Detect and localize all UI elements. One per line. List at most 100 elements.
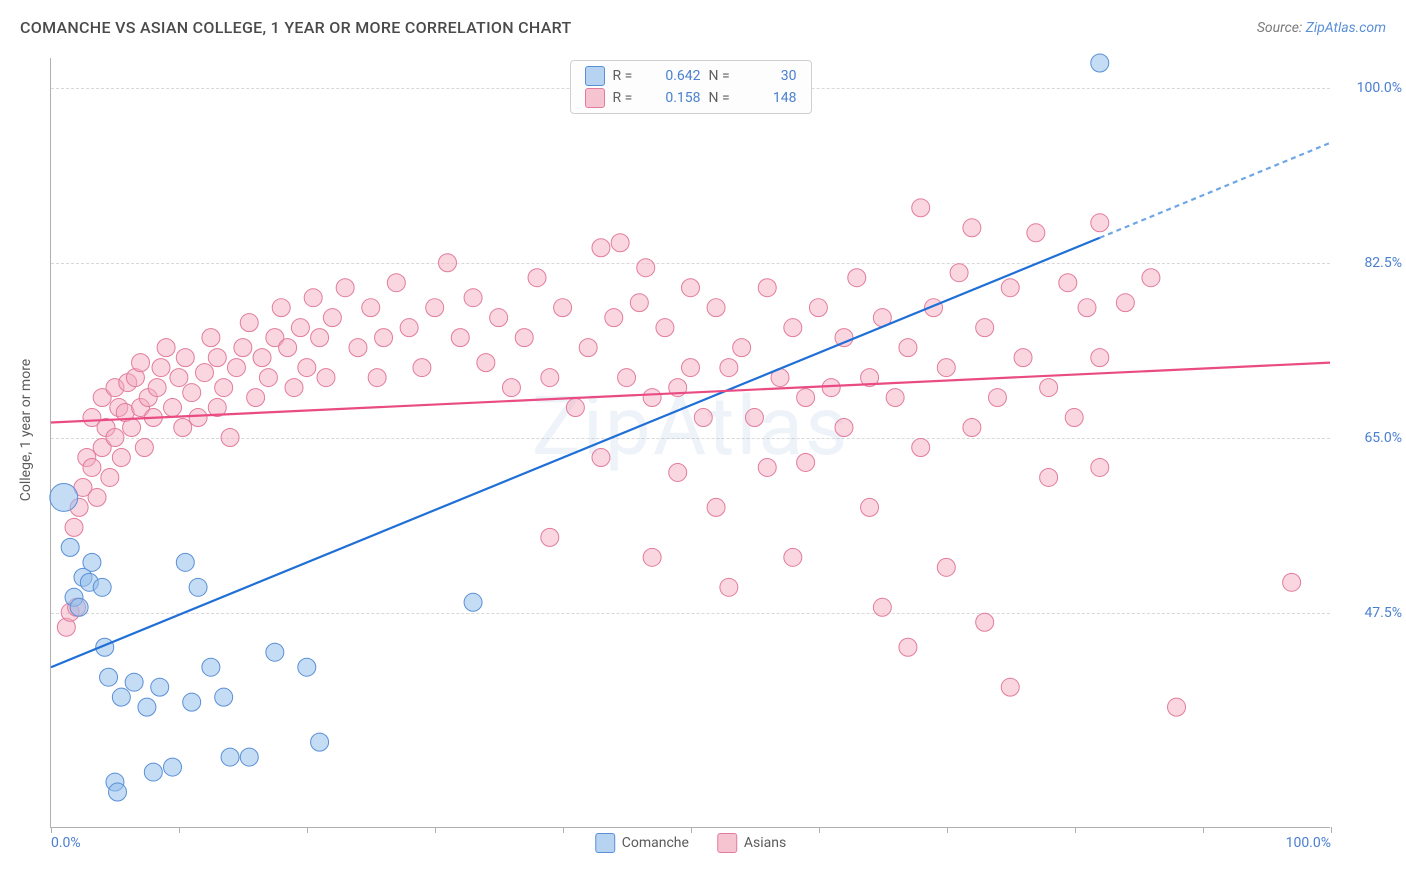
data-point	[861, 498, 879, 516]
data-point	[669, 463, 687, 481]
x-tick	[1331, 827, 1332, 833]
data-point	[656, 319, 674, 337]
data-point	[1065, 409, 1083, 427]
legend-item[interactable]: Comanche	[595, 833, 689, 853]
data-point	[886, 389, 904, 407]
x-tick-label: 0.0%	[51, 835, 81, 851]
data-point	[272, 299, 290, 317]
data-point	[611, 234, 629, 252]
data-point	[797, 389, 815, 407]
data-point	[1091, 458, 1109, 476]
data-point	[202, 658, 220, 676]
data-point	[368, 369, 386, 387]
data-point	[88, 488, 106, 506]
data-point	[349, 339, 367, 357]
data-point	[1001, 279, 1019, 297]
data-point	[189, 409, 207, 427]
data-point	[963, 219, 981, 237]
data-point	[176, 553, 194, 571]
legend-label: Comanche	[622, 835, 689, 851]
data-point	[630, 294, 648, 312]
data-point	[279, 339, 297, 357]
data-point	[976, 319, 994, 337]
data-point	[65, 518, 83, 536]
correlation-legend: R =0.642N =30R =0.158N =148	[570, 60, 812, 114]
data-point	[515, 329, 533, 347]
data-point	[1027, 224, 1045, 242]
data-point	[387, 274, 405, 292]
source-link[interactable]: ZipAtlas.com	[1306, 20, 1386, 36]
data-point	[317, 369, 335, 387]
data-point	[125, 673, 143, 691]
x-tick	[179, 827, 180, 833]
trend-line-extrapolated	[1100, 143, 1330, 238]
legend-swatch	[595, 833, 615, 853]
data-point	[797, 453, 815, 471]
data-point	[170, 369, 188, 387]
data-point	[784, 548, 802, 566]
data-point	[132, 354, 150, 372]
x-tick	[563, 827, 564, 833]
chart-header: COMANCHE VS ASIAN COLLEGE, 1 YEAR OR MOR…	[20, 18, 1386, 37]
data-point	[899, 638, 917, 656]
data-point	[541, 369, 559, 387]
data-point	[50, 483, 78, 511]
data-point	[579, 339, 597, 357]
data-point	[189, 578, 207, 596]
scatter-plot-svg	[51, 58, 1330, 827]
data-point	[100, 668, 118, 686]
data-point	[618, 369, 636, 387]
data-point	[643, 389, 661, 407]
data-point	[1014, 349, 1032, 367]
x-tick-label: 100.0%	[1286, 835, 1331, 851]
data-point	[912, 199, 930, 217]
data-point	[174, 419, 192, 437]
data-point	[157, 339, 175, 357]
data-point	[1168, 698, 1186, 716]
legend-item[interactable]: Asians	[717, 833, 786, 853]
data-point	[637, 259, 655, 277]
x-tick	[1203, 827, 1204, 833]
data-point	[151, 678, 169, 696]
data-point	[311, 329, 329, 347]
data-point	[83, 553, 101, 571]
data-point	[912, 439, 930, 457]
data-point	[502, 379, 520, 397]
data-point	[208, 349, 226, 367]
data-point	[1078, 299, 1096, 317]
data-point	[1142, 269, 1160, 287]
n-value: 148	[745, 90, 797, 106]
series-legend: Comanche Asians	[595, 833, 787, 853]
data-point	[164, 399, 182, 417]
y-tick-label: 82.5%	[1364, 255, 1402, 271]
data-point	[291, 319, 309, 337]
data-point	[758, 279, 776, 297]
data-point	[720, 578, 738, 596]
data-point	[400, 319, 418, 337]
n-label: N =	[709, 90, 737, 106]
data-point	[298, 359, 316, 377]
data-point	[490, 309, 508, 327]
data-point	[240, 314, 258, 332]
trend-line	[51, 238, 1100, 667]
data-point	[183, 693, 201, 711]
data-point	[1059, 274, 1077, 292]
data-point	[112, 688, 130, 706]
data-point	[93, 578, 111, 596]
data-point	[822, 379, 840, 397]
legend-row: R =0.158N =148	[585, 87, 797, 109]
data-point	[227, 359, 245, 377]
data-point	[253, 349, 271, 367]
data-point	[1091, 214, 1109, 232]
x-tick	[435, 827, 436, 833]
data-point	[1040, 379, 1058, 397]
data-point	[592, 239, 610, 257]
data-point	[183, 384, 201, 402]
x-tick	[51, 827, 52, 833]
data-point	[682, 359, 700, 377]
data-point	[426, 299, 444, 317]
data-point	[164, 758, 182, 776]
data-point	[592, 448, 610, 466]
data-point	[259, 369, 277, 387]
data-point	[707, 299, 725, 317]
